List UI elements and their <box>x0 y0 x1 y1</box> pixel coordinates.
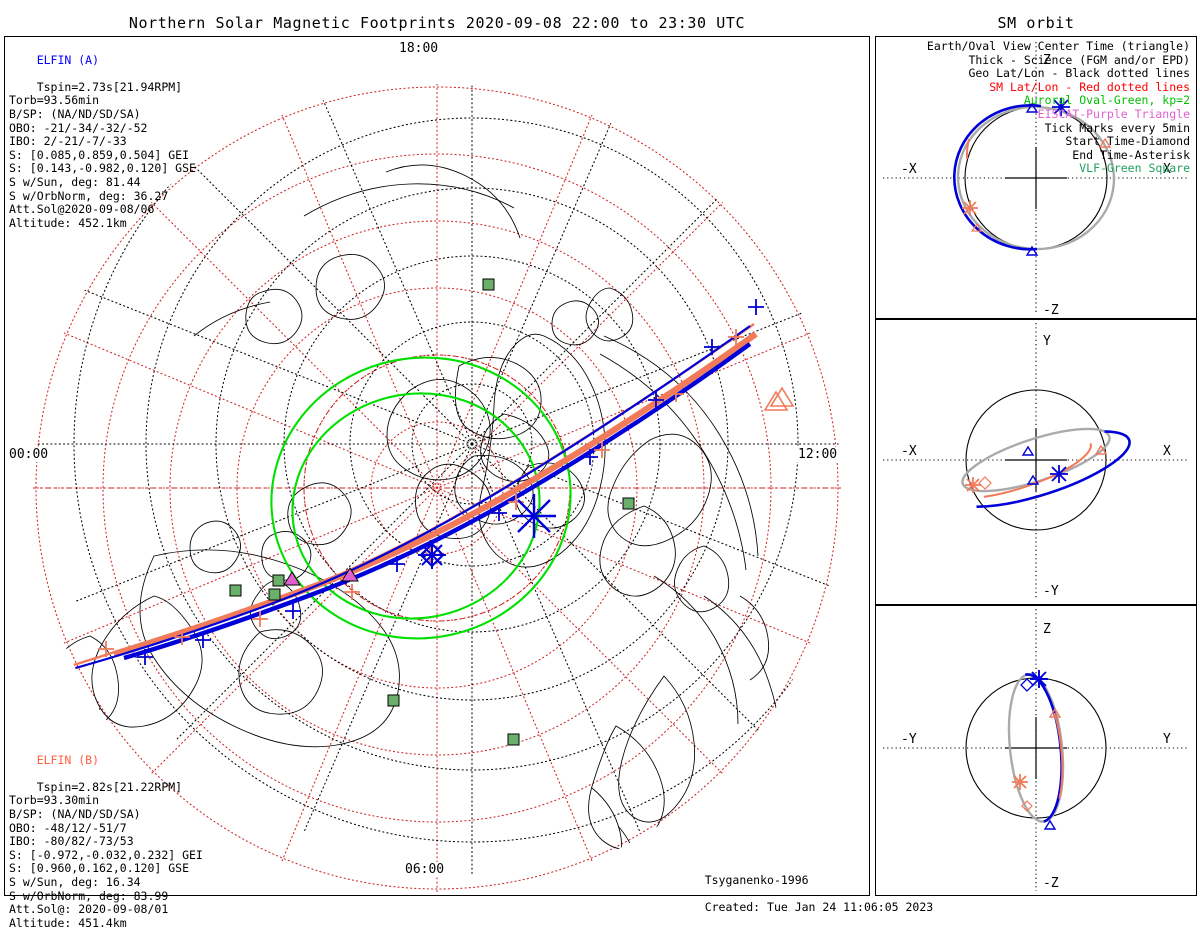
elfin-a-header: ELFIN (A) <box>36 52 100 67</box>
elfin-a-end-asterisk <box>512 494 556 538</box>
legend-item-3: SM Lat/Lon - Red dotted lines <box>989 79 1190 94</box>
orbit-yz-markers-b <box>1012 707 1062 812</box>
mlt-label-right: 12:00 <box>797 447 839 462</box>
elfin-a-details: Tspin=2.73s[21.94RPM] Torb=93.56min B/SP… <box>9 79 196 230</box>
orbit-xz-markers-b <box>962 137 1112 232</box>
legend-item-4: Auroral Oval-Green, kp=2 <box>1023 93 1190 108</box>
elfin-b-view-center-triangle <box>763 386 795 411</box>
elfin-b-tick-marks <box>98 329 744 657</box>
legend-item-2: Geo Lat/Lon - Black dotted lines <box>968 66 1190 81</box>
legend-item-9: VLF-Green Square <box>1079 161 1190 176</box>
orbit-xz-bottom-label: -Z <box>1043 303 1059 318</box>
figure-root: Northern Solar Magnetic Footprints 2020-… <box>4 14 1197 930</box>
orbit-xy-plot: -X X Y -Y <box>883 323 1189 599</box>
elfin-a-info-block: ELFIN (A) Tspin=2.73s[21.94RPM] Torb=93.… <box>9 40 196 244</box>
orbit-yz-left-label: -Y <box>901 732 917 747</box>
elfin-a-start-diamond <box>418 541 446 569</box>
orbit-yz-top-label: Z <box>1043 622 1051 637</box>
orbit-xz-right-label: X <box>1163 162 1171 177</box>
legend-item-5: EISCAT-Purple Triangle <box>1037 106 1190 121</box>
orbit-xy-markers-b <box>965 444 1108 493</box>
legend-item-1: Thick - Science (FGM and/or EPD) <box>968 52 1190 67</box>
orbit-xy-top-label: Y <box>1043 334 1051 349</box>
orbit-xy-left-label: -X <box>901 444 917 459</box>
orbit-yz-bottom-label: -Z <box>1043 876 1059 891</box>
orbit-xy-right-label: X <box>1163 444 1171 459</box>
credits-block: Tsyganenko-1996 Created: Tue Jan 24 11:0… <box>677 860 933 928</box>
elfin-b-header: ELFIN (B) <box>36 752 100 767</box>
orbit-panel-title: SM orbit <box>997 14 1075 32</box>
map-contents <box>33 84 841 892</box>
mlt-label-left: 00:00 <box>8 447 50 462</box>
elfin-b-info-block: ELFIN (B) Tspin=2.82s[21.22RPM] Torb=93.… <box>9 740 203 944</box>
mlt-label-top: 18:00 <box>398 41 440 56</box>
mlt-label-bottom: 06:00 <box>404 862 446 877</box>
orbit-yz-right-label: Y <box>1163 732 1171 747</box>
elfin-b-details: Tspin=2.82s[21.22RPM] Torb=93.30min B/SP… <box>9 779 203 930</box>
legend-item-8: End Time-Asterisk <box>1072 147 1190 162</box>
orbit-yz-markers-a <box>1020 670 1057 830</box>
orbit-yz-plot: -Y Y Z -Z <box>883 609 1189 891</box>
elfin-b-track <box>63 323 758 670</box>
orbit-xz-top-label: Z <box>1043 53 1051 68</box>
orbit-xy-markers-a <box>1021 445 1068 485</box>
vlf-stations <box>229 278 635 746</box>
polar-footprint-plot <box>33 84 841 892</box>
orbit-xz-markers-a <box>1025 98 1070 256</box>
start-end-markers <box>418 386 795 569</box>
legend-item-7: Start Time-Diamond <box>1065 134 1190 149</box>
legend-item-0: Earth/Oval View Center Time (triangle) <box>926 39 1190 53</box>
legend-item-6: Tick Marks every 5min <box>1044 120 1190 135</box>
orbit-xz-left-label: -X <box>901 162 917 177</box>
eiscat-stations <box>283 567 359 586</box>
model-name: Tsyganenko-1996 <box>704 872 809 887</box>
created-timestamp: Created: Tue Jan 24 11:06:05 2023 <box>704 899 934 914</box>
orbit-xy-bottom-label: -Y <box>1043 584 1059 599</box>
page-title: Northern Solar Magnetic Footprints 2020-… <box>128 14 746 32</box>
elfin-a-track <box>53 325 752 676</box>
orbit-xz-plot: -X X Z -Z <box>883 42 1189 318</box>
legend: Earth/Oval View Center Time (triangle) Th… <box>830 39 1190 176</box>
